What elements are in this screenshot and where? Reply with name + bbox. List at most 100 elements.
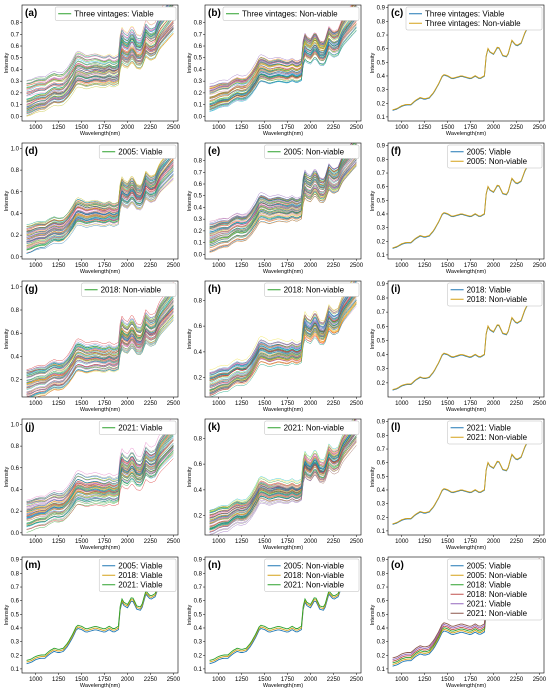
- y-tick-label: 0.9: [377, 420, 386, 426]
- series-line: [26, 29, 174, 108]
- series-line: [209, 293, 357, 389]
- series-line: [209, 427, 357, 525]
- series-line: [26, 148, 174, 227]
- y-tick-label: 0.4: [11, 354, 20, 360]
- y-tick-label: 0.1: [11, 667, 20, 673]
- legend-box: [447, 144, 543, 169]
- series-line: [26, 22, 174, 108]
- x-tick-label: 2250: [144, 125, 158, 131]
- legend-box: [264, 282, 360, 297]
- x-tick-label: 1500: [258, 263, 272, 269]
- series-line: [26, 178, 174, 248]
- series-line: [209, 431, 357, 516]
- series-line: [26, 312, 174, 394]
- x-tick-label: 2500: [533, 401, 547, 407]
- series-line: [392, 9, 540, 111]
- series-line: [209, 143, 352, 224]
- plot-area: [26, 282, 174, 397]
- y-tick-label: 0.3: [194, 640, 203, 646]
- y-tick-label: 0.7: [377, 310, 386, 316]
- series-line: [26, 423, 174, 511]
- y-tick-label: 0.2: [194, 229, 203, 235]
- series-line: [26, 31, 174, 113]
- y-tick-label: 0.2: [11, 233, 20, 239]
- plot-area: [26, 560, 174, 665]
- x-axis-label: Wavelength(nm): [263, 131, 303, 137]
- panel-label: (k): [208, 422, 220, 433]
- x-tick-label: 2500: [167, 677, 181, 683]
- y-tick-label: 0.5: [377, 612, 386, 618]
- series-line: [26, 152, 174, 233]
- legend-box: [54, 6, 177, 21]
- series-line: [26, 13, 174, 107]
- y-tick-label: 0.4: [11, 67, 20, 73]
- legend-entry: 2018: Non-viable: [284, 571, 345, 580]
- series-line: [26, 428, 174, 503]
- series-line: [209, 288, 357, 391]
- x-tick-label: 1500: [75, 677, 89, 683]
- x-tick-label: 1500: [258, 677, 272, 683]
- x-tick-label: 2500: [350, 401, 364, 407]
- series-line: [26, 560, 174, 661]
- x-tick-label: 1250: [235, 539, 249, 545]
- series-line: [209, 423, 357, 516]
- legend-box: [98, 558, 177, 592]
- x-tick-label: 1250: [52, 539, 66, 545]
- plot-area: [209, 5, 357, 112]
- y-tick-label: 0.8: [11, 168, 20, 174]
- y-tick-label: 0.7: [11, 32, 20, 38]
- x-tick-label: 2500: [350, 125, 364, 131]
- series-line: [209, 424, 357, 522]
- x-tick-label: 1750: [464, 125, 478, 131]
- plot-area: [392, 147, 540, 249]
- legend-entry: 2005: Non-viable: [467, 571, 528, 580]
- plot-area: [392, 286, 540, 391]
- series-line: [26, 162, 174, 228]
- legend-entry: 2021: Non-viable: [467, 609, 528, 618]
- x-axis-label: Wavelength(nm): [446, 269, 486, 275]
- axes-frame: [21, 142, 179, 260]
- x-tick-label: 1250: [52, 125, 66, 131]
- y-tick-label: 1.0: [11, 422, 20, 428]
- y-axis-label: Intensity: [187, 53, 193, 74]
- x-tick-label: 2250: [510, 677, 524, 683]
- plot-area: [209, 419, 357, 535]
- series-line: [26, 154, 174, 250]
- series-line: [209, 432, 357, 518]
- y-tick-label: 0.3: [377, 367, 386, 373]
- legend-entry: 2018: Viable: [118, 571, 163, 580]
- x-axis-label: Wavelength(nm): [446, 131, 486, 137]
- chart-panel-b: 1000 1250 1500 1750 2000 2250 2500 0.0 0.1 0.2 0.3…: [187, 4, 364, 137]
- series-line: [209, 149, 357, 226]
- x-tick-label: 2500: [167, 125, 181, 131]
- series-line: [26, 304, 174, 378]
- series-line: [26, 145, 174, 227]
- y-axis-label: Intensity: [370, 467, 376, 488]
- series-line: [209, 5, 357, 92]
- y-tick-label: 0.5: [194, 56, 203, 62]
- x-tick-label: 1750: [281, 125, 295, 131]
- series-line: [209, 145, 357, 229]
- series-line: [26, 5, 172, 108]
- y-tick-label: 0.2: [194, 376, 203, 382]
- y-tick-label: 0.6: [377, 47, 386, 53]
- series-line: [26, 305, 174, 381]
- panel-label: (o): [391, 560, 404, 571]
- series-line: [209, 5, 354, 89]
- series-line: [209, 427, 357, 532]
- x-tick-label: 2000: [121, 125, 135, 131]
- y-axis-label: Intensity: [4, 467, 10, 488]
- series-line: [209, 289, 357, 374]
- legend-box: [98, 420, 177, 435]
- legend-entry: 2021: Viable: [467, 600, 512, 609]
- series-line: [26, 439, 174, 520]
- x-tick-label: 2000: [121, 677, 135, 683]
- panel-label: (n): [208, 560, 221, 571]
- legend-entry: 2018: Non-viable: [467, 295, 528, 304]
- y-tick-label: 0.1: [194, 667, 203, 673]
- plot-area: [209, 143, 357, 253]
- legend-box: [447, 420, 543, 445]
- y-axis-label: Intensity: [370, 329, 376, 350]
- y-tick-label: 0.4: [194, 67, 203, 73]
